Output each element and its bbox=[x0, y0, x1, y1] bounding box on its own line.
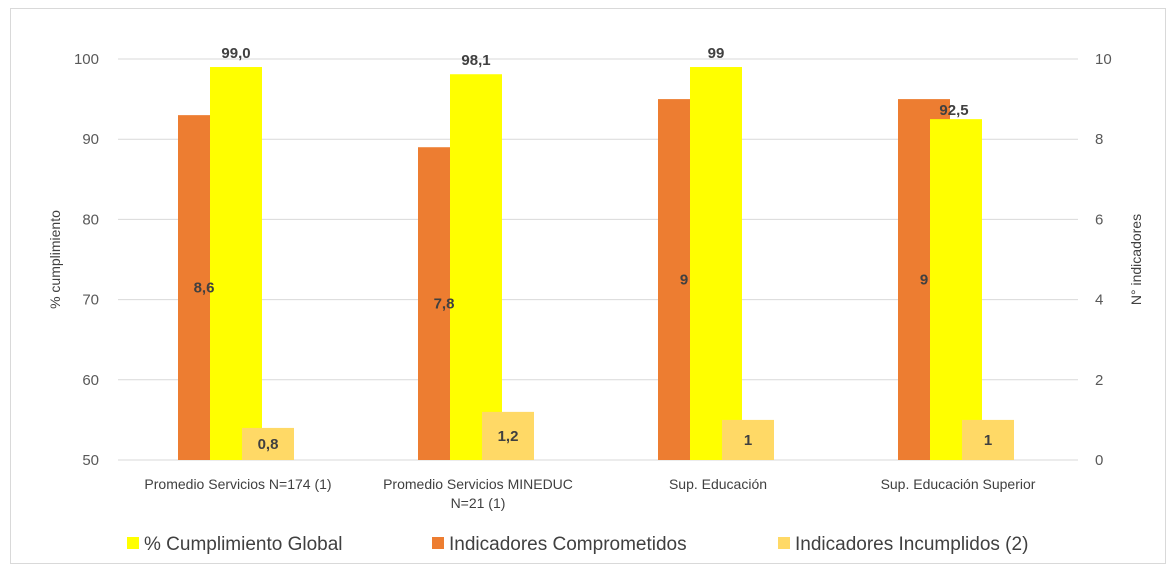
right-tick-label: 10 bbox=[1095, 51, 1112, 68]
data-label-cumplimiento-global: 99 bbox=[708, 45, 725, 62]
right-tick-label: 8 bbox=[1095, 131, 1103, 148]
category-label: Promedio Servicios MINEDUC bbox=[383, 476, 573, 492]
left-tick-label: 50 bbox=[82, 452, 99, 469]
legend-swatch bbox=[778, 537, 790, 549]
legend-swatch bbox=[432, 537, 444, 549]
bar-cumplimiento-global bbox=[930, 119, 982, 461]
data-label-indicadores-comprometidos: 9 bbox=[920, 272, 928, 289]
category-label: Sup. Educación bbox=[669, 476, 767, 492]
legend-label: % Cumplimiento Global bbox=[144, 534, 343, 555]
data-label-indicadores-incumplidos: 1 bbox=[984, 432, 992, 449]
right-tick-label: 6 bbox=[1095, 211, 1103, 228]
bar-indicadores-incumplidos bbox=[962, 419, 1014, 460]
right-tick-label: 0 bbox=[1095, 452, 1103, 469]
right-tick-label: 4 bbox=[1095, 292, 1103, 309]
data-label-cumplimiento-global: 98,1 bbox=[461, 52, 490, 69]
category-label: Sup. Educación Superior bbox=[881, 476, 1036, 492]
bar-cumplimiento-global bbox=[690, 67, 742, 461]
left-tick-label: 90 bbox=[82, 131, 99, 148]
left-tick-label: 60 bbox=[82, 372, 99, 389]
left-tick-label: 70 bbox=[82, 292, 99, 309]
bar-indicadores-incumplidos bbox=[722, 419, 774, 460]
data-label-cumplimiento-global: 99,0 bbox=[221, 45, 250, 62]
data-label-indicadores-incumplidos: 1 bbox=[744, 432, 752, 449]
bar-indicadores-incumplidos bbox=[242, 427, 294, 460]
category-label: N=21 (1) bbox=[451, 495, 506, 511]
data-label-cumplimiento-global: 92,5 bbox=[939, 102, 968, 119]
data-label-indicadores-comprometidos: 9 bbox=[680, 272, 688, 289]
left-tick-label: 80 bbox=[82, 211, 99, 228]
left-axis-title: % cumplimiento bbox=[47, 210, 63, 309]
left-tick-label: 100 bbox=[74, 51, 99, 68]
right-axis-title: N° indicadores bbox=[1128, 214, 1144, 305]
category-label: Promedio Servicios N=174 (1) bbox=[144, 476, 331, 492]
data-label-indicadores-incumplidos: 0,8 bbox=[258, 436, 279, 453]
data-label-indicadores-comprometidos: 8,6 bbox=[194, 280, 215, 297]
bar-indicadores-incumplidos bbox=[482, 411, 534, 460]
legend-label: Indicadores Incumplidos (2) bbox=[795, 534, 1028, 555]
bar-cumplimiento-global bbox=[450, 74, 502, 460]
legend-swatch bbox=[127, 537, 139, 549]
bar-cumplimiento-global bbox=[210, 67, 262, 461]
data-label-indicadores-incumplidos: 1,2 bbox=[498, 428, 519, 445]
data-label-indicadores-comprometidos: 7,8 bbox=[434, 296, 455, 313]
right-tick-label: 2 bbox=[1095, 372, 1103, 389]
legend-label: Indicadores Comprometidos bbox=[449, 534, 687, 555]
